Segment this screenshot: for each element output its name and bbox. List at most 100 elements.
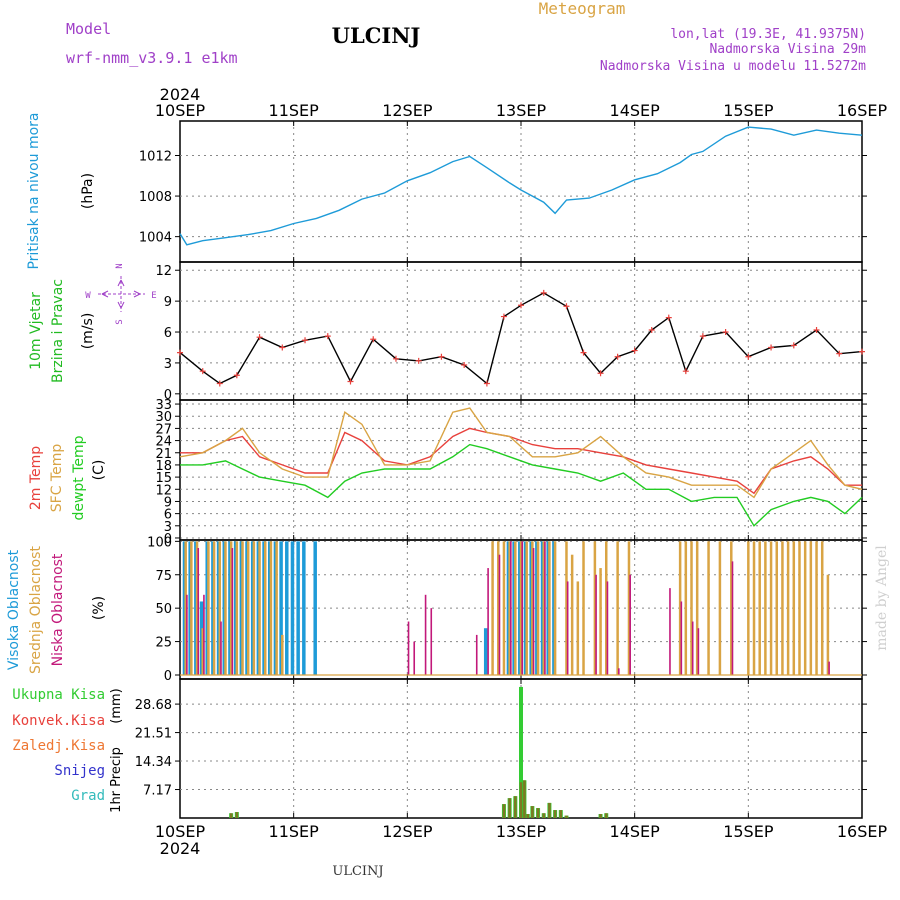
cloud-bar xyxy=(542,541,545,675)
chart-panels: 1004100810120369120369121518212427303302… xyxy=(6,101,887,841)
precip-axis-label: 1hr Precip xyxy=(109,747,124,813)
x-tick-label-top: 11SEP xyxy=(269,101,320,120)
wind-speed-marker xyxy=(665,314,672,321)
y-tick-label: 1004 xyxy=(139,231,172,246)
x-tick-label-bottom: 13SEP xyxy=(496,822,547,841)
cloud-bar xyxy=(764,541,767,675)
precip-bar-convective xyxy=(229,813,233,818)
cloud-bar xyxy=(190,541,193,675)
temp-axis-label-dewpt: dewpt Temp xyxy=(71,435,87,520)
y-tick-label: 15 xyxy=(155,471,172,486)
wind-speed-marker xyxy=(177,349,183,356)
wind-speed-marker xyxy=(768,344,775,351)
cloud-bar xyxy=(544,541,546,675)
cloud-bar xyxy=(201,628,204,675)
cloud-bar xyxy=(815,541,818,675)
precip-legend-item: Ukupna Kisa xyxy=(12,687,105,703)
cloud-bar xyxy=(629,574,631,675)
bottom-year-label: 2024 xyxy=(160,839,201,858)
series-line-pritisak-na-nivou-mora xyxy=(179,126,863,246)
panel-frame xyxy=(179,120,863,263)
y-tick-label: 9 xyxy=(164,295,172,310)
y-tick-label: 100 xyxy=(147,535,172,550)
x-tick-label-top: 10SEP xyxy=(155,101,206,120)
wind-speed-marker xyxy=(813,326,820,333)
cloud-bar xyxy=(826,574,830,675)
cloud-bar xyxy=(730,541,733,675)
precip-bar-convective xyxy=(502,804,506,818)
cloud-bar xyxy=(792,541,796,675)
cloud-bar xyxy=(186,594,188,675)
precip-bar-convective xyxy=(559,810,563,818)
wind-speed-marker xyxy=(483,380,490,387)
wind-speed-marker xyxy=(438,353,445,360)
panel-pressure: 1004 1008 1012 xyxy=(139,120,867,263)
precip-unit-label: (mm) xyxy=(109,688,124,723)
series-line-10m-vjetar-brzina xyxy=(179,292,863,385)
cloud-bar xyxy=(731,561,734,675)
cloud-bar xyxy=(684,541,688,675)
compass-south: S xyxy=(115,319,125,324)
wind-speed-marker xyxy=(597,370,604,377)
precip-bar-convective xyxy=(523,780,526,818)
precip-bar-convective xyxy=(514,796,517,818)
x-tick-label-bottom: 11SEP xyxy=(269,822,320,841)
cloud-bar xyxy=(203,594,205,675)
precip-bar-convective xyxy=(548,802,551,818)
y-tick-label: 1012 xyxy=(139,149,172,164)
y-tick-label: 18 xyxy=(155,459,172,474)
cloud-bar xyxy=(627,541,631,675)
cloud-bar xyxy=(678,541,682,675)
wind-speed-marker xyxy=(415,357,422,364)
series-line-dewpt-temp xyxy=(180,443,863,527)
y-tick-label: 0 xyxy=(164,388,172,403)
cloud-bar xyxy=(548,541,551,675)
cloud-bar xyxy=(691,621,694,675)
y-tick-label: 25 xyxy=(155,636,172,651)
y-tick-label: 27 xyxy=(155,422,172,437)
cloud-bar xyxy=(519,541,523,675)
precip-bar-convective xyxy=(531,806,534,818)
wind-speed-marker xyxy=(540,289,547,296)
cloud-bar xyxy=(218,541,222,675)
cloud-axis-label-low: Niska Oblacnost xyxy=(50,553,66,666)
footer-station: ULCINJ xyxy=(332,864,383,879)
cloud-bar xyxy=(809,541,813,675)
panel-precip: 7.17 14.34 21.51 28.68 xyxy=(135,678,867,819)
cloud-bar xyxy=(231,548,234,675)
x-tick-label-top: 12SEP xyxy=(382,101,433,120)
cloud-bar xyxy=(241,541,244,675)
wind-speed-marker xyxy=(461,361,468,368)
y-tick-label: 12 xyxy=(155,264,172,279)
y-tick-label: 50 xyxy=(155,602,172,617)
cloud-bar xyxy=(752,541,756,675)
cloud-bar xyxy=(758,541,761,675)
y-tick-label: 14.34 xyxy=(135,755,172,770)
precip-legend-item: Zaledj.Kisa xyxy=(12,738,105,754)
cloud-bar xyxy=(224,541,227,675)
precip-bar-total xyxy=(519,686,523,818)
credit-watermark: made by Angel xyxy=(874,545,890,651)
y-tick-label: 0 xyxy=(164,532,172,547)
cloud-bar xyxy=(258,541,261,675)
cloud-bar xyxy=(690,541,693,675)
cloud-bar xyxy=(510,541,512,675)
wind-speed-marker xyxy=(648,326,655,333)
cloud-unit-label: (%) xyxy=(91,596,107,620)
cloud-bar xyxy=(302,541,306,675)
wind-speed-marker xyxy=(392,355,399,362)
cloud-bar xyxy=(235,541,239,675)
y-tick-label: 3 xyxy=(164,357,172,372)
cloud-bar xyxy=(769,541,773,675)
cloud-bar xyxy=(483,628,488,675)
panel-frame xyxy=(179,261,863,401)
cloud-bar xyxy=(718,541,722,675)
top-year-label: 2024 xyxy=(160,85,201,104)
cloud-bar xyxy=(475,634,478,675)
precip-bar-convective xyxy=(536,808,540,818)
cloud-bar xyxy=(220,621,222,675)
wind-unit-label: (m/s) xyxy=(80,313,96,350)
y-tick-label: 3 xyxy=(164,520,172,535)
x-tick-label-top: 15SEP xyxy=(723,101,774,120)
y-tick-label: 24 xyxy=(155,435,172,450)
